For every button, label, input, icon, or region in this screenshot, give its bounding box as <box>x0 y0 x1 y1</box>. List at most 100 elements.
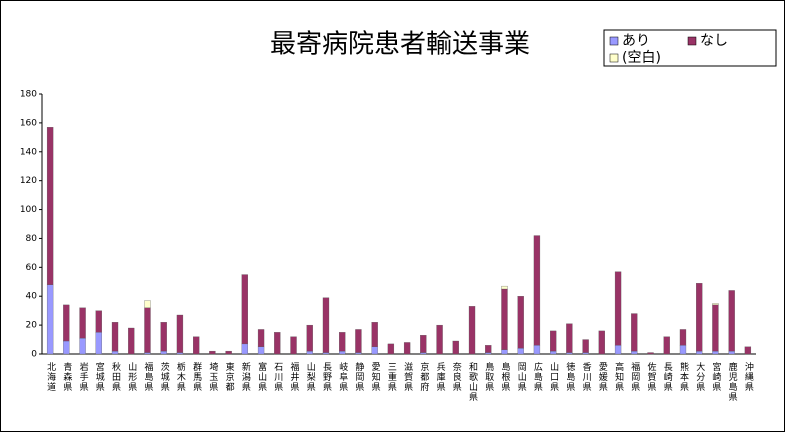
x-tick-label: 愛知県 <box>370 361 381 392</box>
x-tick-label: 和歌山県 <box>467 362 478 402</box>
x-tick-label: 福島県 <box>142 361 153 392</box>
bar <box>712 304 719 352</box>
x-tick-label: 熊本県 <box>678 361 689 392</box>
x-tick-label: 島根県 <box>499 361 510 392</box>
x-tick-label: 山口県 <box>548 362 559 392</box>
x-tick-label: 岐阜県 <box>337 361 348 392</box>
bar <box>306 350 313 355</box>
x-tick-label: 長野県 <box>321 362 332 392</box>
bar <box>485 345 492 353</box>
bar <box>111 350 119 355</box>
x-tick-label: 福岡県 <box>629 361 640 392</box>
bar <box>193 336 200 355</box>
bar <box>63 304 70 342</box>
bar <box>176 352 184 355</box>
x-tick-label: 奈良県 <box>451 361 462 392</box>
bar <box>728 350 735 355</box>
bar <box>663 336 670 355</box>
x-tick-label: 三重県 <box>386 362 397 392</box>
y-tick-label: 40 <box>26 292 38 302</box>
bar <box>160 350 167 355</box>
x-tick-label: 石川県 <box>272 362 283 392</box>
legend-box <box>603 29 777 67</box>
y-tick-label: 180 <box>20 90 37 100</box>
bar <box>322 352 330 355</box>
bar <box>241 274 248 345</box>
bar <box>111 322 119 352</box>
bar <box>598 330 605 355</box>
bar <box>468 306 476 355</box>
x-tick-label: 新潟県 <box>240 361 251 392</box>
bar <box>257 346 265 355</box>
x-tick-label: 茨城県 <box>159 361 170 392</box>
x-tick-label: 青森県 <box>61 361 72 392</box>
legend-label: なし <box>700 33 728 49</box>
bar <box>582 352 589 355</box>
bar <box>144 307 151 353</box>
bar <box>566 323 573 353</box>
bar <box>339 332 346 352</box>
bar <box>355 352 362 355</box>
x-tick-label: 高知県 <box>613 361 624 392</box>
bar <box>696 350 703 355</box>
bar <box>144 300 151 308</box>
bar <box>728 290 735 352</box>
x-tick-label: 岩手県 <box>78 361 89 392</box>
y-tick-label: 80 <box>26 234 38 244</box>
y-tick-label: 60 <box>26 263 38 273</box>
legend-swatch <box>687 36 697 46</box>
bar <box>420 335 427 353</box>
bar <box>614 271 622 346</box>
x-tick-label: 福井県 <box>289 361 300 392</box>
x-tick-label: 香川県 <box>581 362 592 392</box>
bar <box>322 297 330 353</box>
x-tick-label: 群馬県 <box>191 361 202 392</box>
x-tick-label: 大分県 <box>694 361 705 392</box>
x-tick-label: 宮崎県 <box>710 361 721 392</box>
bar <box>387 343 395 355</box>
bar <box>436 324 443 355</box>
chart-title: 最寄病院患者輸送事業 <box>270 30 530 60</box>
bar <box>225 350 232 355</box>
y-tick-label: 160 <box>20 118 37 128</box>
bar <box>371 346 378 355</box>
bar <box>501 285 508 290</box>
bar <box>614 345 622 355</box>
bar <box>79 337 86 355</box>
x-tick-label: 埼玉県 <box>207 361 218 392</box>
legend-swatch <box>609 36 619 46</box>
y-tick-label: 20 <box>26 321 38 331</box>
bar <box>160 322 167 352</box>
y-tick-label: 0 <box>31 350 37 360</box>
bar <box>582 339 589 353</box>
bar <box>517 348 524 355</box>
bar <box>144 352 151 355</box>
bar <box>95 332 102 355</box>
bar <box>209 350 216 355</box>
bar <box>339 350 346 355</box>
bar <box>46 284 54 355</box>
x-tick-label: 兵庫県 <box>435 361 446 392</box>
bar <box>452 340 459 355</box>
x-tick-label: 鳥取県 <box>483 361 494 392</box>
bar <box>647 352 654 355</box>
x-tick-label: 北海道 <box>45 362 56 392</box>
bar <box>79 307 86 339</box>
x-tick-label: 鹿児島県 <box>727 361 738 402</box>
y-tick-label: 120 <box>20 176 37 186</box>
bar <box>95 310 102 333</box>
bar <box>550 350 557 355</box>
bar <box>306 324 313 352</box>
x-tick-label: 佐賀県 <box>646 361 657 392</box>
x-tick-label: 宮城県 <box>94 361 105 392</box>
x-tick-label: 京都府 <box>418 361 429 392</box>
bar <box>63 340 70 355</box>
bar <box>744 346 752 355</box>
bar <box>290 336 297 355</box>
bar <box>533 345 541 355</box>
bar <box>485 352 492 355</box>
x-tick-label: 山形県 <box>126 362 137 392</box>
bar <box>566 352 573 355</box>
x-tick-label: 東京都 <box>224 361 235 392</box>
bar <box>696 283 703 352</box>
